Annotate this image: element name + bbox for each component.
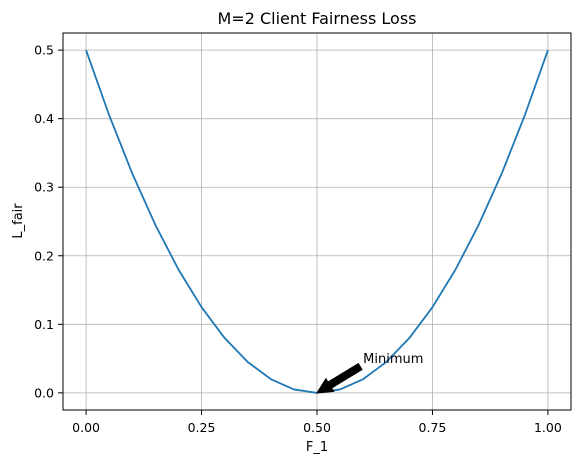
annotation-layer: Minimum [316, 352, 423, 394]
y-tick-label: 0.0 [34, 385, 54, 400]
x-axis-ticks: 0.00 0.25 0.50 0.75 1.00 [72, 410, 562, 435]
x-axis-label: F_1 [306, 440, 328, 455]
chart-title: M=2 Client Fairness Loss [218, 9, 417, 28]
x-tick-label: 0.75 [419, 420, 447, 435]
x-tick-label: 0.25 [188, 420, 216, 435]
y-tick-label: 0.4 [34, 111, 54, 126]
annotation-arrow [316, 362, 363, 394]
y-tick-label: 0.1 [34, 317, 54, 332]
x-tick-label: 1.00 [534, 420, 562, 435]
y-tick-label: 0.5 [34, 43, 54, 58]
grid-lines [63, 33, 571, 410]
y-tick-label: 0.2 [34, 248, 54, 263]
y-tick-label: 0.3 [34, 180, 54, 195]
x-tick-label: 0.50 [303, 420, 331, 435]
y-axis-label: L_fair [11, 203, 26, 239]
x-tick-label: 0.00 [72, 420, 100, 435]
y-axis-ticks: 0.0 0.1 0.2 0.3 0.4 0.5 [34, 43, 63, 400]
annotation-label: Minimum [363, 352, 423, 367]
